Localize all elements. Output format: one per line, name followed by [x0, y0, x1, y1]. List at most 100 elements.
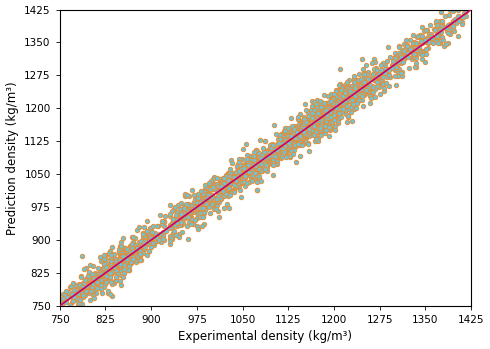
Point: [269, 149, 276, 155]
Point: [212, 181, 220, 186]
Point: [147, 244, 155, 250]
Point: [310, 114, 318, 120]
Point: [373, 73, 381, 79]
Point: [289, 134, 297, 140]
Point: [160, 219, 168, 224]
Point: [83, 288, 91, 294]
Point: [359, 57, 367, 62]
Point: [215, 195, 223, 200]
Point: [403, 42, 411, 47]
Point: [108, 269, 116, 275]
Point: [251, 159, 259, 164]
Point: [214, 198, 221, 203]
Point: [120, 260, 128, 266]
Point: [347, 92, 355, 97]
Point: [100, 277, 108, 282]
Point: [168, 222, 176, 227]
Point: [116, 257, 123, 262]
Point: [283, 131, 291, 137]
Point: [79, 290, 87, 295]
Point: [116, 254, 123, 260]
Point: [119, 252, 126, 258]
Point: [279, 142, 287, 148]
Point: [246, 153, 254, 159]
Point: [255, 175, 263, 180]
Point: [240, 173, 247, 179]
Point: [333, 88, 341, 93]
Point: [89, 280, 97, 285]
Point: [276, 132, 284, 138]
Point: [362, 86, 369, 91]
Point: [247, 176, 255, 181]
Point: [339, 110, 346, 115]
Point: [345, 93, 353, 99]
Point: [370, 56, 378, 62]
Point: [310, 99, 318, 105]
Point: [298, 124, 306, 130]
Point: [363, 72, 370, 77]
Point: [63, 295, 71, 300]
Point: [307, 112, 315, 118]
Point: [201, 190, 209, 195]
Point: [131, 254, 139, 259]
Point: [310, 120, 318, 125]
Point: [343, 81, 350, 87]
Point: [146, 234, 153, 240]
Point: [424, 34, 432, 39]
Point: [358, 85, 366, 91]
Point: [410, 46, 417, 52]
Point: [218, 183, 226, 188]
Point: [149, 224, 157, 229]
Point: [424, 40, 432, 46]
Point: [240, 170, 248, 176]
Point: [247, 173, 255, 178]
Point: [216, 187, 224, 193]
Point: [238, 173, 246, 179]
Point: [196, 207, 204, 213]
Point: [121, 255, 128, 261]
Point: [353, 94, 361, 99]
Point: [191, 217, 198, 222]
Point: [315, 112, 323, 118]
Point: [291, 143, 298, 148]
Point: [297, 122, 305, 128]
Point: [294, 132, 301, 138]
Point: [424, 45, 432, 51]
Point: [125, 246, 133, 251]
Point: [224, 178, 232, 183]
Point: [313, 104, 320, 110]
Point: [368, 73, 376, 79]
Point: [233, 180, 241, 185]
Point: [184, 214, 192, 220]
Point: [333, 98, 341, 104]
Point: [324, 115, 332, 121]
Point: [148, 230, 156, 236]
Point: [406, 66, 414, 71]
Point: [170, 206, 178, 212]
Point: [263, 163, 271, 168]
Point: [169, 233, 177, 238]
Point: [251, 171, 259, 176]
Point: [326, 105, 334, 110]
Point: [274, 151, 282, 156]
Point: [167, 233, 174, 239]
Point: [334, 101, 342, 106]
Point: [292, 143, 300, 148]
Point: [136, 252, 144, 257]
Point: [315, 109, 323, 114]
Point: [192, 199, 200, 205]
Point: [177, 215, 185, 220]
Point: [170, 216, 177, 222]
Point: [211, 182, 219, 188]
Point: [226, 181, 234, 187]
Point: [232, 178, 240, 183]
Point: [336, 95, 343, 101]
Point: [76, 286, 84, 292]
Point: [454, 7, 462, 13]
Point: [362, 62, 370, 68]
Point: [102, 268, 110, 274]
Point: [319, 119, 327, 124]
Point: [238, 166, 246, 171]
Point: [153, 236, 161, 242]
Point: [409, 54, 417, 59]
